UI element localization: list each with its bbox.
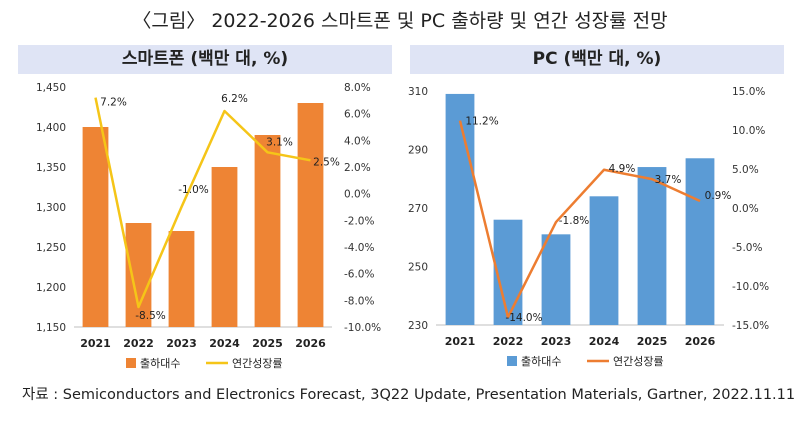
y2-tick-label: -2.0%	[344, 215, 374, 227]
legend-label: 출하대수	[140, 356, 180, 370]
bar	[254, 135, 281, 327]
x-tick-label: 2024	[589, 335, 620, 348]
source-note: 자료 : Semiconductors and Electronics Fore…	[22, 387, 796, 403]
y-tick-label: 230	[408, 320, 428, 332]
legend-label: 연간성장률	[232, 357, 283, 370]
growth-line	[94, 97, 311, 309]
y-tick-label: 1,400	[36, 122, 66, 134]
x-tick-label: 2026	[685, 335, 716, 348]
data-label: 3.7%	[655, 174, 682, 186]
legend-label: 출하대수	[521, 354, 561, 368]
data-label: 11.2%	[465, 116, 498, 128]
bar	[637, 167, 667, 325]
x-tick-label: 2021	[445, 335, 476, 348]
y-tick-label: 1,450	[36, 82, 66, 94]
bar	[493, 219, 523, 325]
y2-tick-label: 5.0%	[732, 164, 759, 176]
data-label: 4.9%	[609, 163, 636, 175]
bar	[82, 127, 109, 327]
y2-tick-label: -15.0%	[732, 320, 769, 332]
x-tick-label: 2022	[493, 335, 524, 348]
y2-tick-label: 10.0%	[732, 125, 765, 137]
y-tick-label: 310	[408, 86, 428, 98]
legend-swatch-bar	[507, 356, 517, 366]
y-tick-label: 1,150	[36, 322, 66, 334]
bar	[297, 103, 324, 327]
bar	[211, 167, 238, 327]
data-label: -1.8%	[559, 215, 589, 227]
pc-chart: 230 250 270 290 310 -15.0% -10.0% -5.0% 0.0% 5.0%…	[408, 86, 769, 368]
y2-tick-label: 0.0%	[732, 203, 759, 215]
data-label: 6.2%	[221, 93, 248, 105]
y-tick-label: 250	[408, 262, 428, 274]
data-label: -8.5%	[135, 310, 165, 322]
x-tick-label: 2023	[166, 337, 197, 350]
x-tick-label: 2025	[252, 337, 283, 350]
bar	[125, 223, 152, 327]
y-tick-label: 1,200	[36, 282, 66, 294]
x-tick-label: 2024	[209, 337, 240, 350]
x-tick-label: 2026	[295, 337, 326, 350]
legend-label: 연간성장률	[613, 355, 664, 368]
bar	[589, 196, 619, 325]
smartphone-chart: 1,150 1,200 1,250 1,300 1,350 1,400 1,450 -10.0…	[36, 82, 381, 370]
y2-tick-label: 0.0%	[344, 189, 371, 201]
y-tick-label: 1,350	[36, 162, 66, 174]
y-tick-label: 270	[408, 203, 428, 215]
data-label: 3.1%	[266, 136, 293, 148]
y-tick-label: 290	[408, 145, 428, 157]
pc-panel-title: PC (백만 대, %)	[410, 45, 784, 74]
y2-tick-label: -8.0%	[344, 295, 374, 307]
x-tick-label: 2023	[541, 335, 572, 348]
y2-tick-label: -10.0%	[344, 322, 381, 334]
y2-tick-label: 15.0%	[732, 86, 765, 98]
data-label: 7.2%	[100, 97, 127, 109]
y2-tick-label: -10.0%	[732, 281, 769, 293]
y-tick-label: 1,300	[36, 202, 66, 214]
growth-line	[458, 120, 701, 319]
y-tick-label: 1,250	[36, 242, 66, 254]
y2-tick-label: -5.0%	[732, 242, 762, 254]
y2-tick-label: 2.0%	[344, 162, 371, 174]
data-label: 0.9%	[705, 190, 732, 202]
figure-title: 〈그림〉 2022-2026 스마트폰 및 PC 출하량 및 연간 성장률 전망	[132, 10, 668, 32]
y2-tick-label: 6.0%	[344, 109, 371, 121]
y2-tick-label: -6.0%	[344, 269, 374, 281]
data-label: 2.5%	[313, 156, 340, 168]
y2-tick-label: -4.0%	[344, 242, 374, 254]
bar	[445, 93, 475, 325]
x-tick-label: 2021	[80, 337, 111, 350]
x-tick-label: 2025	[637, 335, 668, 348]
data-label: -1.0%	[178, 184, 208, 196]
y2-tick-label: 8.0%	[344, 82, 371, 94]
bar	[168, 231, 195, 327]
bar	[541, 234, 571, 325]
x-tick-label: 2022	[123, 337, 154, 350]
legend-swatch-bar	[126, 358, 136, 368]
bar	[685, 158, 715, 325]
smartphone-panel-title: 스마트폰 (백만 대, %)	[18, 45, 392, 74]
y2-tick-label: 4.0%	[344, 135, 371, 147]
data-label: -14.0%	[505, 312, 542, 324]
